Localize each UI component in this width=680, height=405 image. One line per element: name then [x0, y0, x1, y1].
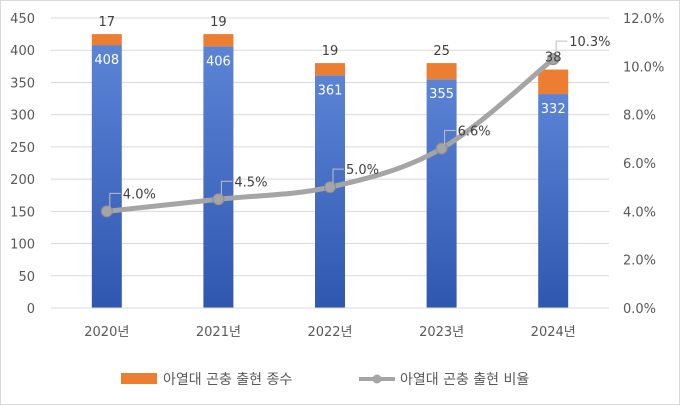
- legend-label-line: 아열대 곤충 출현 비율: [400, 372, 529, 388]
- y-left-tick-label: 450: [10, 12, 35, 27]
- bar-value-label-top: 38: [545, 51, 562, 66]
- y-left-tick-label: 0: [27, 302, 35, 317]
- bar-segment-top: [203, 34, 234, 47]
- legend-swatch-bars[interactable]: [121, 373, 157, 384]
- ratio-value-label: 6.6%: [458, 125, 491, 140]
- ratio-value-label: 4.5%: [234, 175, 267, 190]
- bar-value-label-top: 19: [210, 15, 227, 30]
- ratio-value-label: 4.0%: [123, 187, 156, 202]
- ratio-label-leader: [109, 192, 121, 208]
- y-right-tick-label: 10.0%: [623, 60, 664, 75]
- x-tick-label: 2024년: [531, 325, 576, 340]
- ratio-line: [100, 53, 560, 218]
- bar-value-label-top: 19: [322, 44, 339, 59]
- y-left-tick-label: 200: [10, 173, 35, 188]
- x-tick-label: 2021년: [196, 325, 241, 340]
- bar-segment-bottom: [538, 94, 569, 309]
- ratio-point: [324, 181, 336, 194]
- ratio-label-leader: [220, 180, 233, 196]
- y-left-tick-label: 400: [10, 44, 35, 59]
- ratio-label-leader: [555, 40, 568, 56]
- axes: 0 50 100 150 200 250 300 350 400 450 0.0% 2.0% 4.0% 6…: [10, 12, 664, 340]
- y-right-tick-label: 4.0%: [623, 205, 656, 220]
- y-left-tick-label: 100: [10, 238, 35, 253]
- y-right-tick-label: 6.0%: [623, 157, 656, 172]
- bar-segment-bottom: [203, 46, 234, 308]
- legend-label-bars: 아열대 곤충 출현 종수: [163, 372, 292, 388]
- y-right-tick-label: 12.0%: [623, 12, 664, 27]
- data-labels: 408 17 406 19 361 19 355 25 332 38 4.0% 4.5% 5.0% 6.6…: [94, 15, 611, 208]
- x-tick-label: 2020년: [84, 325, 129, 340]
- x-tick-label: 2023년: [419, 325, 464, 340]
- y-right-tick-label: 8.0%: [623, 109, 656, 124]
- ratio-point: [212, 193, 225, 206]
- bar-value-label-bottom: 361: [318, 83, 343, 98]
- ratio-value-label: 10.3%: [569, 35, 610, 50]
- bar-value-label-top: 25: [433, 44, 450, 59]
- bar-value-label-bottom: 332: [541, 102, 566, 117]
- y-left-tick-label: 150: [10, 205, 35, 220]
- legend[interactable]: 아열대 곤충 출현 종수 아열대 곤충 출현 비율: [121, 372, 529, 388]
- bar-value-label-bottom: 408: [94, 53, 119, 68]
- ratio-point: [100, 205, 113, 218]
- y-right-tick-label: 2.0%: [623, 254, 656, 269]
- y-left-tick-label: 50: [18, 270, 35, 285]
- bar-segment-top: [91, 34, 122, 46]
- bar-segment-top: [538, 69, 569, 95]
- ratio-label-leader: [332, 168, 344, 184]
- y-left-tick-label: 300: [10, 109, 35, 124]
- bar-segment-top: [426, 63, 457, 80]
- ratio-label-leader: [444, 130, 456, 145]
- y-left-tick-label: 250: [10, 141, 35, 156]
- bar-value-label-top: 17: [99, 15, 116, 30]
- legend-swatch-marker: [372, 374, 382, 384]
- ratio-value-label: 5.0%: [346, 163, 379, 178]
- bar-value-label-bottom: 355: [429, 87, 454, 102]
- ratio-point: [547, 53, 560, 66]
- ratio-point: [435, 142, 448, 155]
- y-right-tick-label: 0.0%: [623, 302, 656, 317]
- y-left-tick-label: 350: [10, 76, 35, 91]
- bars: [91, 34, 569, 309]
- bar-segment-bottom: [426, 79, 457, 308]
- bar-segment-top: [315, 63, 345, 76]
- x-tick-label: 2022년: [307, 325, 352, 340]
- bar-segment-bottom: [91, 45, 122, 309]
- bar-value-label-bottom: 406: [206, 54, 231, 69]
